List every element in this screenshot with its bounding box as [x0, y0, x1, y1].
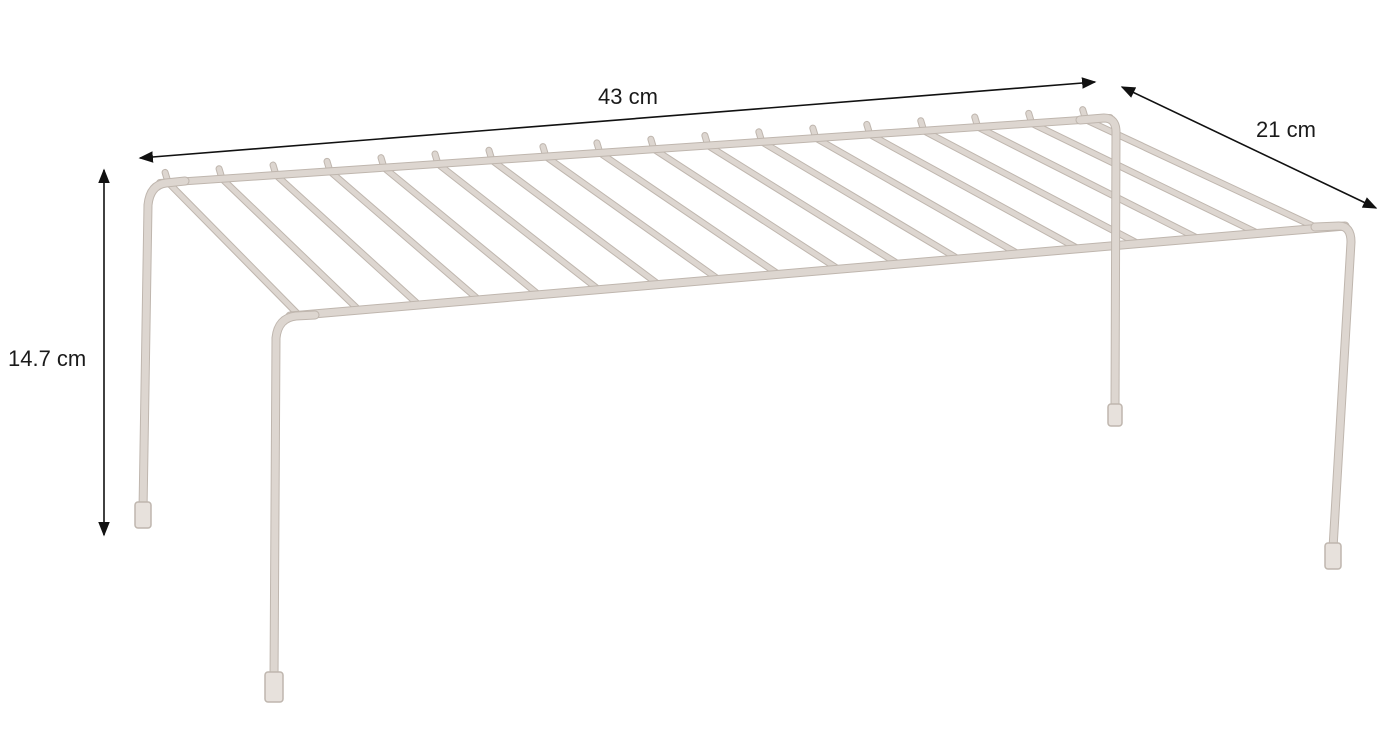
shelf-legs — [138, 113, 1356, 685]
depth-dimension-line — [1120, 86, 1378, 209]
shelf-feet — [134, 403, 1342, 703]
width-dimension-label: 43 cm — [598, 84, 658, 109]
back-rail — [156, 114, 1114, 187]
front-right-leg — [1310, 221, 1356, 553]
shelf-frame — [156, 114, 1350, 321]
front-left-leg — [269, 310, 320, 685]
width-dimension: 43 cm — [138, 77, 1097, 163]
front-left-foot — [264, 671, 284, 703]
back-left-leg — [138, 176, 190, 515]
back-left-foot — [134, 501, 152, 529]
height-dimension: 14.7 cm — [8, 168, 110, 537]
wire-shelf-rack-icon — [134, 106, 1356, 703]
back-right-foot — [1107, 403, 1123, 427]
shelf-slat — [161, 168, 303, 319]
front-right-foot — [1324, 542, 1342, 570]
height-dimension-label: 14.7 cm — [8, 346, 86, 371]
width-dimension-line — [138, 77, 1097, 163]
back-right-leg — [1075, 113, 1121, 415]
depth-dimension-label: 21 cm — [1256, 117, 1316, 142]
depth-dimension: 21 cm — [1120, 86, 1378, 209]
front-rail — [285, 221, 1350, 321]
